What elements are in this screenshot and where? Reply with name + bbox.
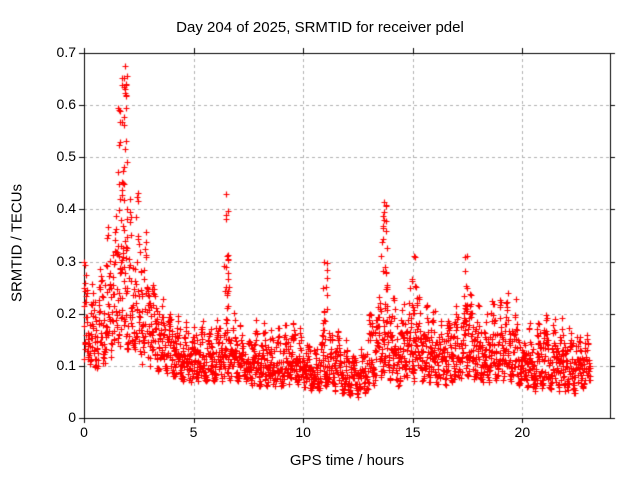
x-axis-label: GPS time / hours xyxy=(289,452,405,469)
chart-title: Day 204 of 2025, SRMTID for receiver pde… xyxy=(176,19,464,36)
y-tick-label: 0 xyxy=(68,409,76,425)
y-tick-label: 0.7 xyxy=(56,44,76,60)
y-tick-label: 0.4 xyxy=(56,200,76,217)
x-tick-label: 20 xyxy=(514,424,531,440)
x-tick-label: 0 xyxy=(80,424,88,440)
y-tick-label: 0.5 xyxy=(56,148,76,165)
x-tick-label: 15 xyxy=(404,424,421,440)
y-axis-label: SRMTID / TECUs xyxy=(8,183,26,303)
y-tick-label: 0.2 xyxy=(56,304,76,321)
y-tick-label: 0.6 xyxy=(56,96,76,113)
x-tick-label: 10 xyxy=(295,424,311,440)
y-tick-label: 0.3 xyxy=(56,252,76,269)
x-tick-label: 5 xyxy=(189,424,198,440)
y-tick-label: 0.1 xyxy=(56,356,76,373)
